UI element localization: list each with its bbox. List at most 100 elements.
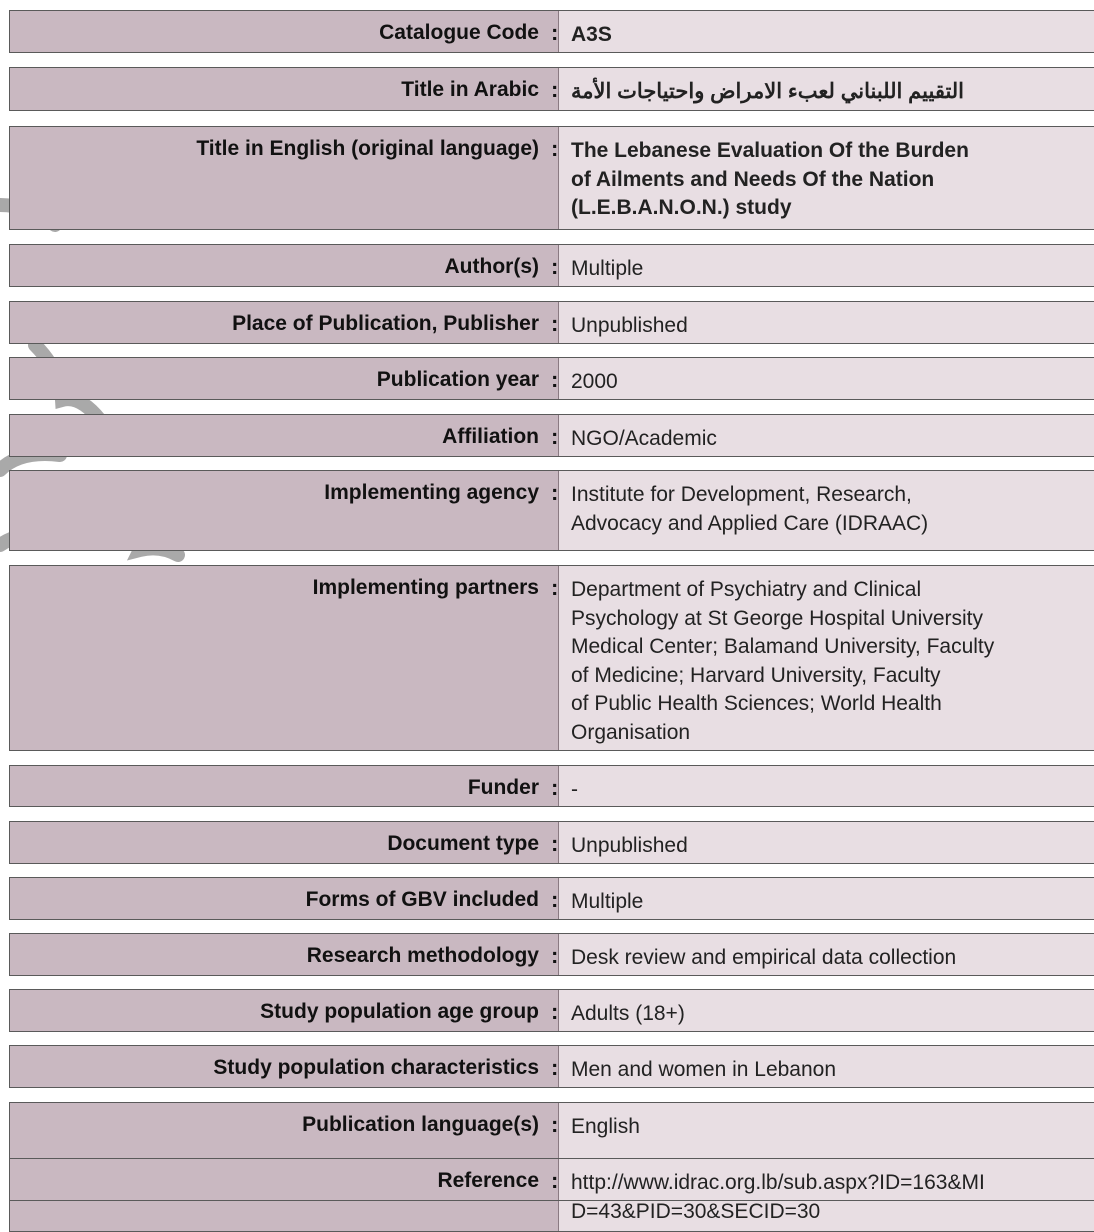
value-line: التقييم اللبناني لعبء الامراض واحتياجات …	[571, 80, 965, 103]
value-line: Unpublished	[571, 314, 688, 337]
record-row: Catalogue Code: A3S	[9, 10, 1094, 53]
separator: :	[551, 887, 559, 912]
field-label: Title in Arabic	[401, 78, 539, 101]
value-cell: Unpublished	[571, 832, 688, 861]
value-line: A3S	[571, 23, 612, 46]
value-cell: Multiple	[571, 888, 643, 917]
label-cell: Catalogue Code	[10, 11, 559, 52]
separator: :	[551, 480, 559, 505]
value-cell: 2000	[571, 368, 618, 397]
label-cell: Funder	[10, 766, 559, 806]
value-line: Organisation	[571, 720, 691, 744]
label-cell: Author(s)	[10, 245, 559, 286]
value-line: NGO/Academic	[571, 427, 717, 450]
separator: :	[551, 999, 559, 1024]
record-row: Study population age group: Adults (18+)	[9, 989, 1094, 1032]
label-cell: Document type	[10, 822, 559, 863]
field-label: Place of Publication, Publisher	[232, 312, 539, 335]
separator: :	[551, 943, 559, 968]
value-line: -	[571, 778, 578, 801]
label-cell: Study population characteristics	[10, 1046, 559, 1087]
value-cell: Adults (18+)	[571, 1000, 685, 1029]
record-row: Author(s): Multiple	[9, 244, 1094, 287]
value-line: of Medicine; Harvard University, Faculty	[571, 663, 941, 687]
field-label: Implementing agency	[324, 481, 539, 504]
field-label: Publication year	[376, 368, 539, 391]
field-label: Document type	[387, 832, 539, 855]
field-label: Study population characteristics	[213, 1056, 539, 1079]
record-row: Implementing agency: Institute for Develo…	[9, 470, 1094, 551]
field-label: Funder	[467, 776, 539, 799]
value-line: 2000	[571, 370, 618, 393]
record-row: Affiliation: NGO/Academic	[9, 414, 1094, 457]
value-line: (L.E.B.A.N.O.N.) study	[571, 196, 792, 219]
separator: :	[551, 254, 559, 279]
record-row: Implementing partners: Department of Psyc…	[9, 565, 1094, 751]
field-label: Author(s)	[444, 255, 539, 278]
label-cell: Publication year	[10, 358, 559, 399]
value-line: Men and women in Lebanon	[571, 1058, 837, 1081]
value-line: Institute for Development, Research,	[571, 483, 912, 506]
value-cell: Desk review and empirical data collectio…	[571, 944, 956, 973]
field-label: Reference	[437, 1169, 539, 1192]
record-row: Forms of GBV included: Multiple	[9, 877, 1094, 920]
separator: :	[551, 311, 559, 336]
separator: :	[551, 136, 559, 161]
field-label: Catalogue Code	[379, 21, 539, 44]
value-cell: http://www.idrac.org.lb/sub.aspx?ID=163&…	[571, 1169, 985, 1226]
label-cell: Place of Publication, Publisher	[10, 302, 559, 343]
separator: :	[551, 831, 559, 856]
record-row: Funder: -	[9, 765, 1094, 807]
value-cell: Department of Psychiatry and Clinical Psy…	[571, 576, 994, 747]
separator: :	[551, 77, 559, 102]
separator: :	[551, 1168, 559, 1193]
value-cell: Men and women in Lebanon	[571, 1056, 836, 1085]
value-line: http://www.idrac.org.lb/sub.aspx?ID=163&…	[571, 1171, 985, 1194]
field-label: Study population age group	[260, 1000, 539, 1023]
label-cell: Forms of GBV included	[10, 878, 559, 919]
value-line: The Lebanese Evaluation Of the Burden	[571, 139, 969, 162]
value-line: of Public Health Sciences; World Health	[571, 692, 942, 715]
value-cell: Multiple	[571, 255, 643, 284]
record-row: Study population characteristics: Men and…	[9, 1045, 1094, 1088]
value-line: English	[571, 1115, 640, 1138]
value-line: Multiple	[571, 257, 644, 280]
field-label: Title in English (original language)	[196, 137, 539, 160]
value-cell: The Lebanese Evaluation Of the Burden of …	[571, 137, 969, 223]
label-cell: Study population age group	[10, 990, 559, 1031]
label-cell: Reference	[10, 1159, 559, 1200]
separator: :	[551, 775, 559, 800]
field-label: Implementing partners	[312, 576, 539, 599]
record-row: Document type: Unpublished	[9, 821, 1094, 864]
value-cell: Institute for Development, Research, Advo…	[571, 481, 928, 538]
value-line: Unpublished	[571, 834, 688, 857]
field-label: Publication language(s)	[302, 1113, 539, 1136]
value-cell: التقييم اللبناني لعبء الامراض واحتياجات …	[571, 78, 964, 107]
separator: :	[551, 424, 559, 449]
separator: :	[551, 1112, 559, 1137]
label-cell: Title in Arabic	[10, 68, 559, 110]
record-row: Title in English (original language): The…	[9, 126, 1094, 230]
value-cell: Unpublished	[571, 312, 688, 341]
separator: :	[551, 575, 559, 600]
record-row: Publication year:2000	[9, 357, 1094, 400]
label-cell: Implementing agency	[10, 471, 559, 550]
field-label: Forms of GBV included	[305, 888, 539, 911]
record-row: Research methodology: Desk review and emp…	[9, 933, 1094, 976]
label-cell: Implementing partners	[10, 566, 559, 750]
field-label: Affiliation	[442, 425, 539, 448]
label-cell: Research methodology	[10, 934, 559, 975]
value-line: Multiple	[571, 890, 644, 913]
value-cell: English	[571, 1113, 640, 1142]
value-cell: NGO/Academic	[571, 425, 717, 454]
record-row: Place of Publication, Publisher: Unpublis…	[9, 301, 1094, 344]
field-label: Research methodology	[306, 944, 539, 967]
value-line: Advocacy and Applied Care (IDRAAC)	[571, 511, 929, 535]
value-line: Medical Center; Balamand University, Fac…	[571, 635, 995, 658]
value-line: Adults (18+)	[571, 1002, 685, 1025]
value-line: Psychology at St George Hospital Univers…	[571, 606, 984, 630]
value-cell: A3S	[571, 21, 612, 50]
value-line: of Ailments and Needs Of the Nation	[571, 167, 935, 191]
label-cell: Title in English (original language)	[10, 127, 559, 229]
